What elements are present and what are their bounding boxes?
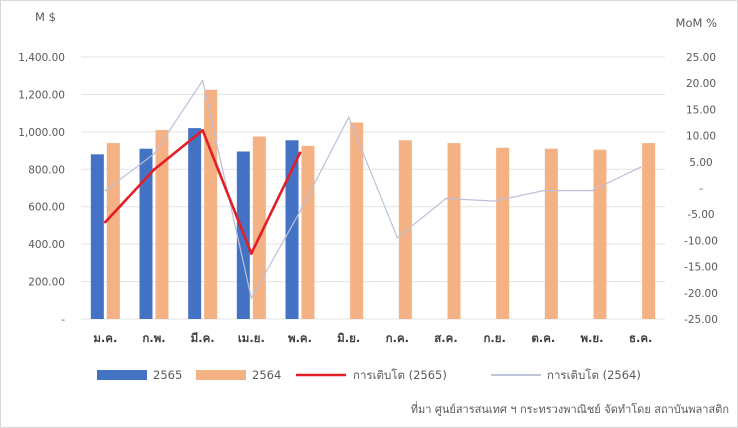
right-tick-label: -15.00 xyxy=(684,262,718,274)
line-การเติบโต (2565) xyxy=(104,129,302,255)
bar-2564 xyxy=(155,129,169,319)
category-label: ก.ค. xyxy=(386,331,409,345)
category-label: เม.ย. xyxy=(238,331,265,345)
legend-label-2564: 2564 xyxy=(252,368,281,382)
category-label: ส.ค. xyxy=(434,331,457,345)
bar-2565 xyxy=(188,128,202,319)
bar-2564 xyxy=(447,143,461,319)
category-label: ต.ค. xyxy=(531,331,555,345)
line-point-การเติบโต (2564) xyxy=(493,200,496,202)
left-axis-ticks: - 200.00 400.00 600.00 800.00 1,000.00 1,200.0… xyxy=(18,52,65,326)
right-tick-label: 5.00 xyxy=(689,157,712,169)
line-การเติบโต (2564) xyxy=(104,79,641,299)
bar-2565 xyxy=(285,140,299,319)
line-point-การเติบโต (2565) xyxy=(298,151,302,155)
bar-2564 xyxy=(642,143,656,319)
bar-2564 xyxy=(106,143,120,319)
legend-label-2565: 2565 xyxy=(153,368,182,382)
gridlines xyxy=(81,56,665,320)
left-tick-label: 400.00 xyxy=(28,239,65,251)
right-tick-label: 20.00 xyxy=(686,78,716,90)
category-label: พ.ค. xyxy=(288,331,312,345)
legend-label-growth-2564: การเติบโต (2564) xyxy=(547,368,641,382)
bar-2564 xyxy=(398,140,412,319)
line-point-การเติบโต (2564) xyxy=(639,166,642,168)
right-tick-label: -20.00 xyxy=(684,288,718,300)
bar-2564 xyxy=(204,89,218,319)
legend-label-growth-2565: การเติบโต (2565) xyxy=(353,368,447,382)
right-tick-label: -10.00 xyxy=(684,235,718,247)
left-tick-label: 600.00 xyxy=(28,202,65,214)
bar-series-group xyxy=(90,89,656,319)
line-point-การเติบโต (2564) xyxy=(445,197,447,200)
category-label: ก.ย. xyxy=(483,331,505,345)
right-tick-label: 10.00 xyxy=(686,131,716,143)
line-point-การเติบโต (2565) xyxy=(152,168,156,172)
line-point-การเติบโต (2564) xyxy=(201,79,204,82)
line-point-การเติบโต (2565) xyxy=(249,252,253,255)
line-point-การเติบโต (2564) xyxy=(396,236,399,239)
right-tick-label: 25.00 xyxy=(686,52,716,64)
left-tick-label: 1,000.00 xyxy=(18,127,65,139)
line-point-การเติบโต (2565) xyxy=(201,128,205,132)
legend-swatch-2564 xyxy=(196,370,246,380)
line-point-การเติบโต (2564) xyxy=(347,116,350,119)
line-point-การเติบโต (2564) xyxy=(153,153,155,155)
bar-2564 xyxy=(496,147,510,319)
category-label: พ.ย. xyxy=(580,331,603,345)
legend: 2565 2564 การเติบโต (2565) การเติบโต (2564) xyxy=(97,368,641,382)
left-tick-label: 1,400.00 xyxy=(18,52,65,64)
source-note: ที่มา ศูนย์สารสนเทศ ฯ กระทรวงพาณิชย์ จัด… xyxy=(411,401,729,416)
category-axis-labels: ม.ค. ก.พ. มี.ค. เม.ย. พ.ค. มิ.ย. ก.ค. ส.ค. ก.ย. ต… xyxy=(93,331,652,345)
line-point-การเติบโต (2565) xyxy=(103,220,107,224)
line-point-การเติบโต (2564) xyxy=(542,189,545,192)
right-tick-label: -25.00 xyxy=(684,314,718,326)
right-axis-ticks: -25.00-20.00-15.00-10.00-5.00-5.0010.001… xyxy=(684,52,718,326)
bar-2564 xyxy=(593,149,607,319)
line-series-group xyxy=(103,79,642,299)
category-label: มี.ค. xyxy=(191,331,215,345)
left-tick-label: 1,200.00 xyxy=(18,89,65,101)
category-label: ธ.ค. xyxy=(629,331,652,345)
line-point-การเติบโต (2564) xyxy=(250,297,253,299)
legend-swatch-2565 xyxy=(97,370,147,380)
right-tick-label: -5.00 xyxy=(687,209,714,221)
line-point-การเติบโต (2564) xyxy=(299,210,301,213)
bar-2564 xyxy=(350,122,364,319)
bar-2564 xyxy=(544,148,558,319)
bar-2564 xyxy=(301,145,315,319)
right-tick-label: 15.00 xyxy=(686,104,716,116)
right-tick-label: - xyxy=(699,183,703,195)
left-tick-label: - xyxy=(61,314,65,326)
left-tick-label: 200.00 xyxy=(28,277,65,289)
category-label: มิ.ย. xyxy=(337,331,360,345)
right-axis-unit: MoM % xyxy=(676,16,718,30)
bar-2565 xyxy=(90,154,104,319)
category-label: ก.พ. xyxy=(142,331,165,345)
line-point-การเติบโต (2564) xyxy=(591,189,593,192)
left-axis-unit: M $ xyxy=(35,10,56,24)
left-tick-label: 800.00 xyxy=(28,164,65,176)
line-point-การเติบโต (2564) xyxy=(104,189,107,192)
bar-2565 xyxy=(139,148,153,319)
category-label: ม.ค. xyxy=(93,331,117,345)
bar-2564 xyxy=(252,136,266,319)
